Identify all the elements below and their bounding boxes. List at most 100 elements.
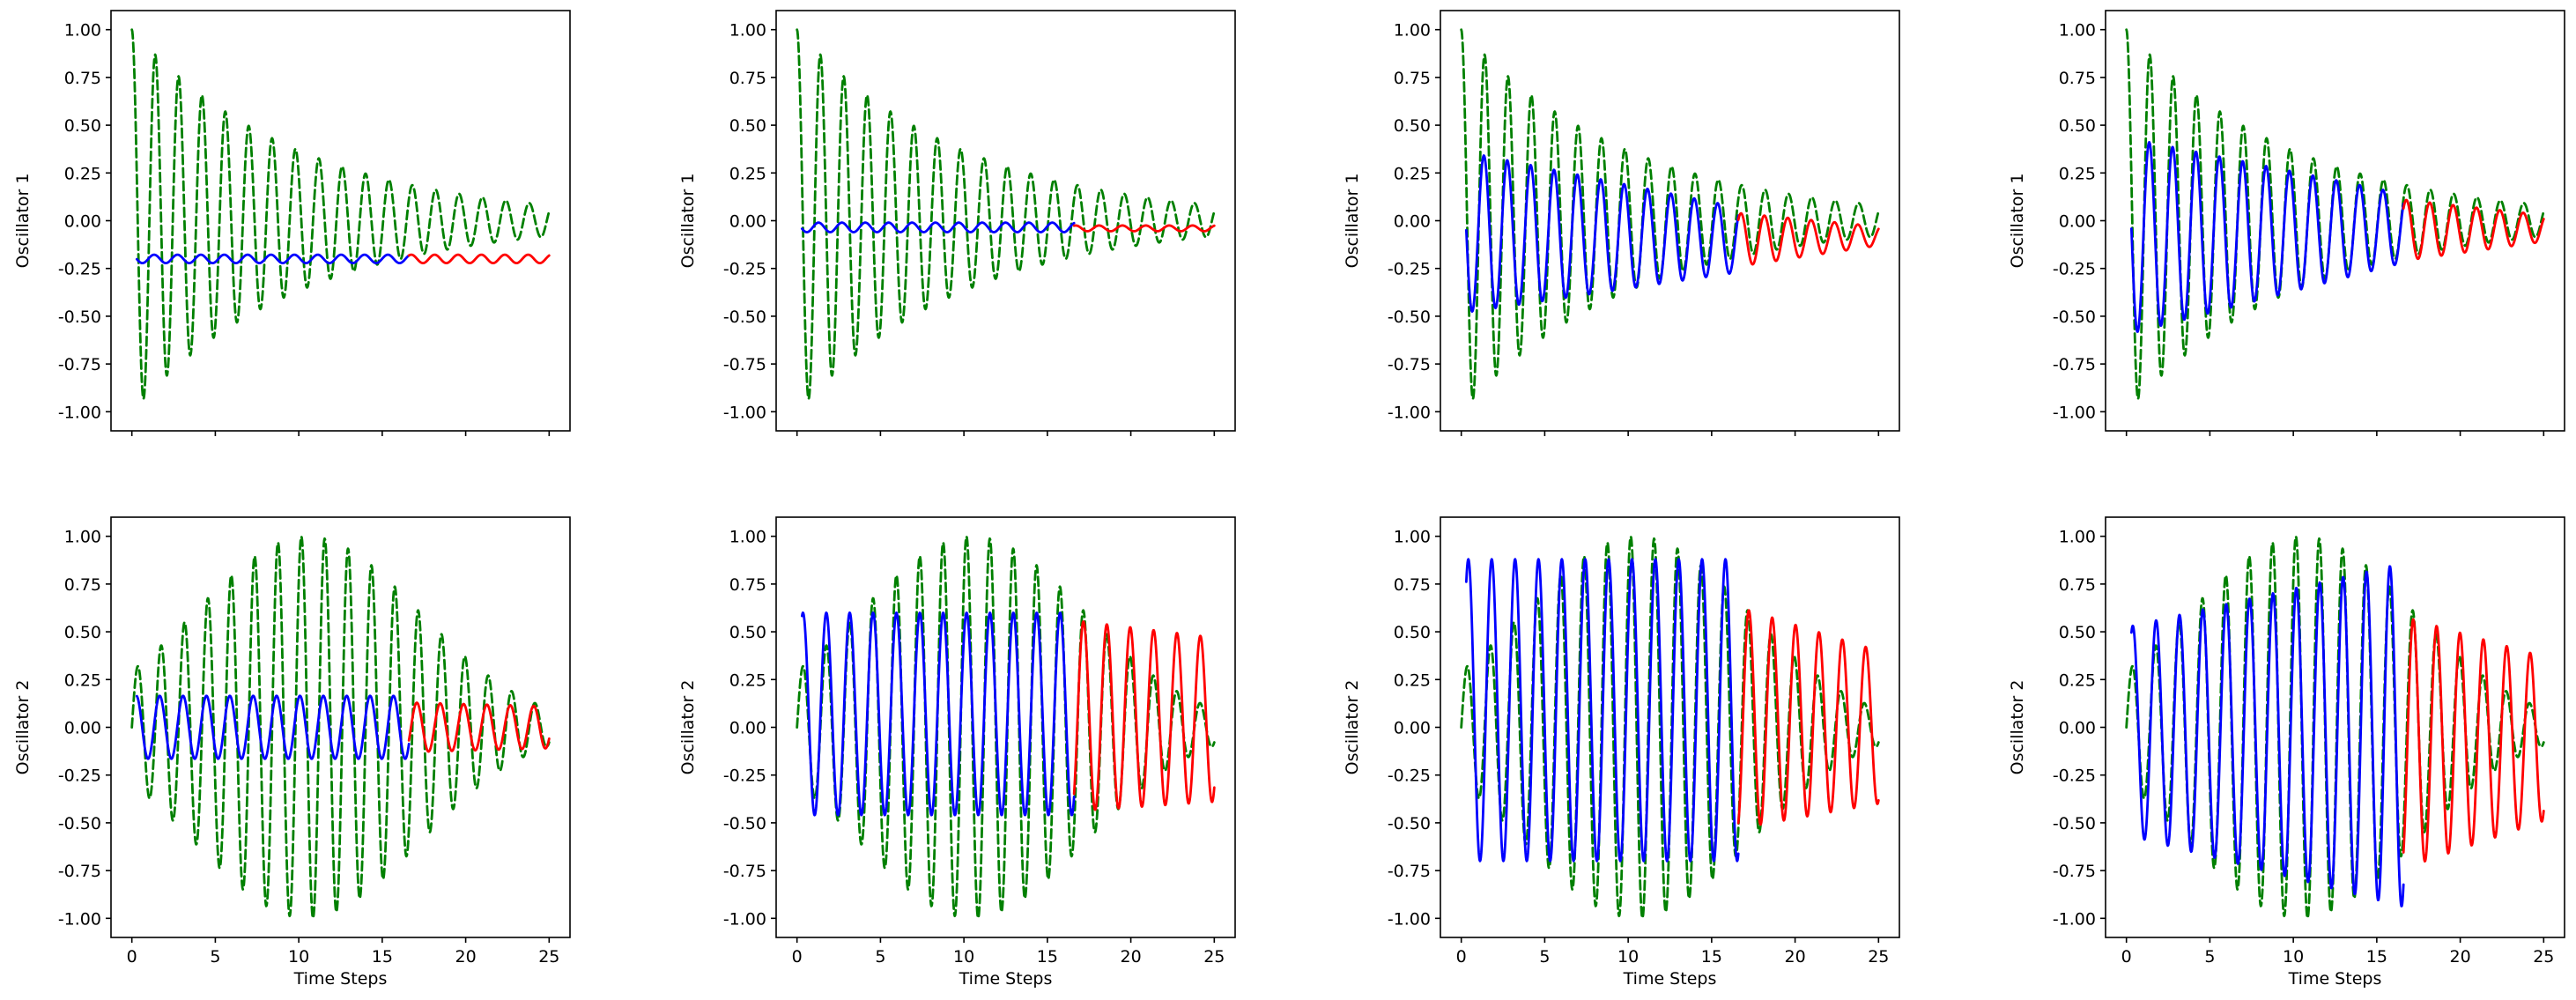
y-tick-label: 1.00 — [64, 528, 101, 547]
y-axis-label: Oscillator 2 — [13, 680, 33, 775]
series-line-ground-truth — [130, 535, 551, 920]
x-tick-label: 25 — [2533, 947, 2554, 967]
y-tick-label: 1.00 — [729, 528, 766, 547]
series-line-forecast — [2402, 198, 2545, 261]
y-tick-label: 0.50 — [1394, 116, 1431, 136]
y-tick-label: 0.75 — [729, 69, 766, 88]
x-axis-label: Time Steps — [1623, 969, 1717, 989]
y-tick-label: 0.00 — [64, 719, 101, 738]
x-tick-label: 25 — [1868, 947, 1889, 967]
y-tick-label: -0.25 — [58, 260, 101, 279]
x-tick-label: 20 — [2449, 947, 2470, 967]
series-line-fit — [2129, 565, 2405, 907]
y-tick-label: 0.75 — [2059, 69, 2096, 88]
y-tick-label: -0.50 — [2053, 814, 2096, 833]
x-tick-label: 10 — [1617, 947, 1639, 967]
y-tick-label: -0.75 — [2053, 862, 2096, 881]
y-tick-label: 0.50 — [2059, 116, 2096, 136]
y-tick-label: 1.00 — [1394, 528, 1431, 547]
series-line-fit — [135, 253, 411, 265]
series-line-fit — [1464, 154, 1740, 313]
series-group — [796, 535, 1216, 920]
x-tick-label: 20 — [1784, 947, 1805, 967]
y-tick-label: 0.50 — [729, 623, 766, 642]
series-group — [1460, 535, 1880, 920]
y-tick-label: 0.25 — [64, 670, 101, 690]
x-tick-label: 15 — [1701, 947, 1722, 967]
y-tick-label: -0.75 — [2053, 355, 2096, 374]
y-tick-label: 0.75 — [64, 575, 101, 595]
series-line-ground-truth — [1460, 28, 1880, 401]
x-tick-label: 15 — [1037, 947, 1058, 967]
series-group — [796, 28, 1216, 401]
subplot-1: -1.00 -0.75 -0.50 -0.25 0.00 0.25 0.50 0.75 1.00… — [13, 10, 571, 436]
x-axis-label: Time Steps — [293, 969, 388, 989]
x-tick-label: 10 — [2283, 947, 2304, 967]
y-tick-label: 0.75 — [2059, 575, 2096, 595]
y-tick-label: -0.75 — [58, 862, 101, 881]
y-tick-label: -1.00 — [58, 909, 101, 929]
subplot-5: -1.00 -0.75 -0.50 -0.25 0.00 0.25 0.50 0.75 1.00… — [13, 516, 571, 989]
series-line-ground-truth — [796, 28, 1216, 401]
series-line-forecast — [1736, 609, 1880, 826]
y-tick-label: 1.00 — [1394, 21, 1431, 41]
y-tick-label: 0.50 — [729, 116, 766, 136]
y-tick-label: 0.25 — [1394, 670, 1431, 690]
y-tick-label: -0.25 — [723, 260, 766, 279]
y-tick-label: -1.00 — [723, 403, 766, 422]
y-tick-label: 1.00 — [2059, 21, 2096, 41]
series-line-forecast — [407, 253, 551, 265]
x-axis-label: Time Steps — [2288, 969, 2382, 989]
x-tick-label: 5 — [875, 947, 885, 967]
series-line-forecast — [407, 701, 551, 753]
y-axis-label: Oscillator 1 — [1343, 174, 1362, 269]
x-tick-label: 15 — [2366, 947, 2387, 967]
series-line-forecast — [1072, 620, 1216, 811]
y-tick-label: -0.75 — [723, 355, 766, 374]
x-tick-label: 0 — [2121, 947, 2132, 967]
y-axis-label: Oscillator 1 — [2008, 174, 2027, 269]
subplot-6: -1.00 -0.75 -0.50 -0.25 0.00 0.25 0.50 0.75 1.00… — [678, 516, 1236, 989]
series-line-forecast — [2402, 618, 2545, 863]
y-tick-label: -0.25 — [58, 767, 101, 786]
series-line-fit — [800, 221, 1076, 233]
y-axis-label: Oscillator 2 — [1343, 680, 1362, 775]
y-tick-label: -1.00 — [1388, 403, 1431, 422]
x-tick-label: 0 — [792, 947, 803, 967]
y-tick-label: 0.25 — [2059, 670, 2096, 690]
y-tick-label: 0.50 — [2059, 623, 2096, 642]
y-tick-label: 0.50 — [64, 623, 101, 642]
x-tick-label: 20 — [1120, 947, 1141, 967]
y-tick-label: 0.00 — [1394, 719, 1431, 738]
series-group — [130, 535, 551, 920]
subplot-7: -1.00 -0.75 -0.50 -0.25 0.00 0.25 0.50 0.75 1.00… — [1343, 516, 1900, 989]
y-tick-label: 0.25 — [2059, 164, 2096, 183]
y-tick-label: 0.00 — [1394, 212, 1431, 232]
x-tick-label: 10 — [953, 947, 974, 967]
series-line-forecast — [1736, 211, 1880, 266]
x-tick-label: 25 — [1203, 947, 1225, 967]
series-group — [130, 28, 551, 401]
y-tick-label: 0.00 — [729, 719, 766, 738]
y-tick-label: 1.00 — [729, 21, 766, 41]
y-tick-label: 0.75 — [64, 69, 101, 88]
y-tick-label: -1.00 — [2053, 403, 2096, 422]
x-tick-label: 0 — [127, 947, 137, 967]
y-tick-label: 0.00 — [2059, 212, 2096, 232]
y-tick-label: 0.75 — [1394, 575, 1431, 595]
y-tick-label: -0.50 — [2053, 307, 2096, 327]
y-tick-label: 0.00 — [2059, 719, 2096, 738]
y-tick-label: -0.50 — [58, 307, 101, 327]
x-tick-label: 20 — [455, 947, 476, 967]
x-tick-label: 0 — [1456, 947, 1467, 967]
y-tick-label: -0.75 — [1388, 355, 1431, 374]
series-line-fit — [1464, 558, 1740, 863]
y-tick-label: -0.25 — [1388, 767, 1431, 786]
y-tick-label: -1.00 — [1388, 909, 1431, 929]
x-axis-label: Time Steps — [959, 969, 1053, 989]
y-tick-label: -0.50 — [1388, 307, 1431, 327]
y-tick-label: 0.50 — [1394, 623, 1431, 642]
y-tick-label: -1.00 — [723, 909, 766, 929]
y-tick-label: -1.00 — [2053, 909, 2096, 929]
